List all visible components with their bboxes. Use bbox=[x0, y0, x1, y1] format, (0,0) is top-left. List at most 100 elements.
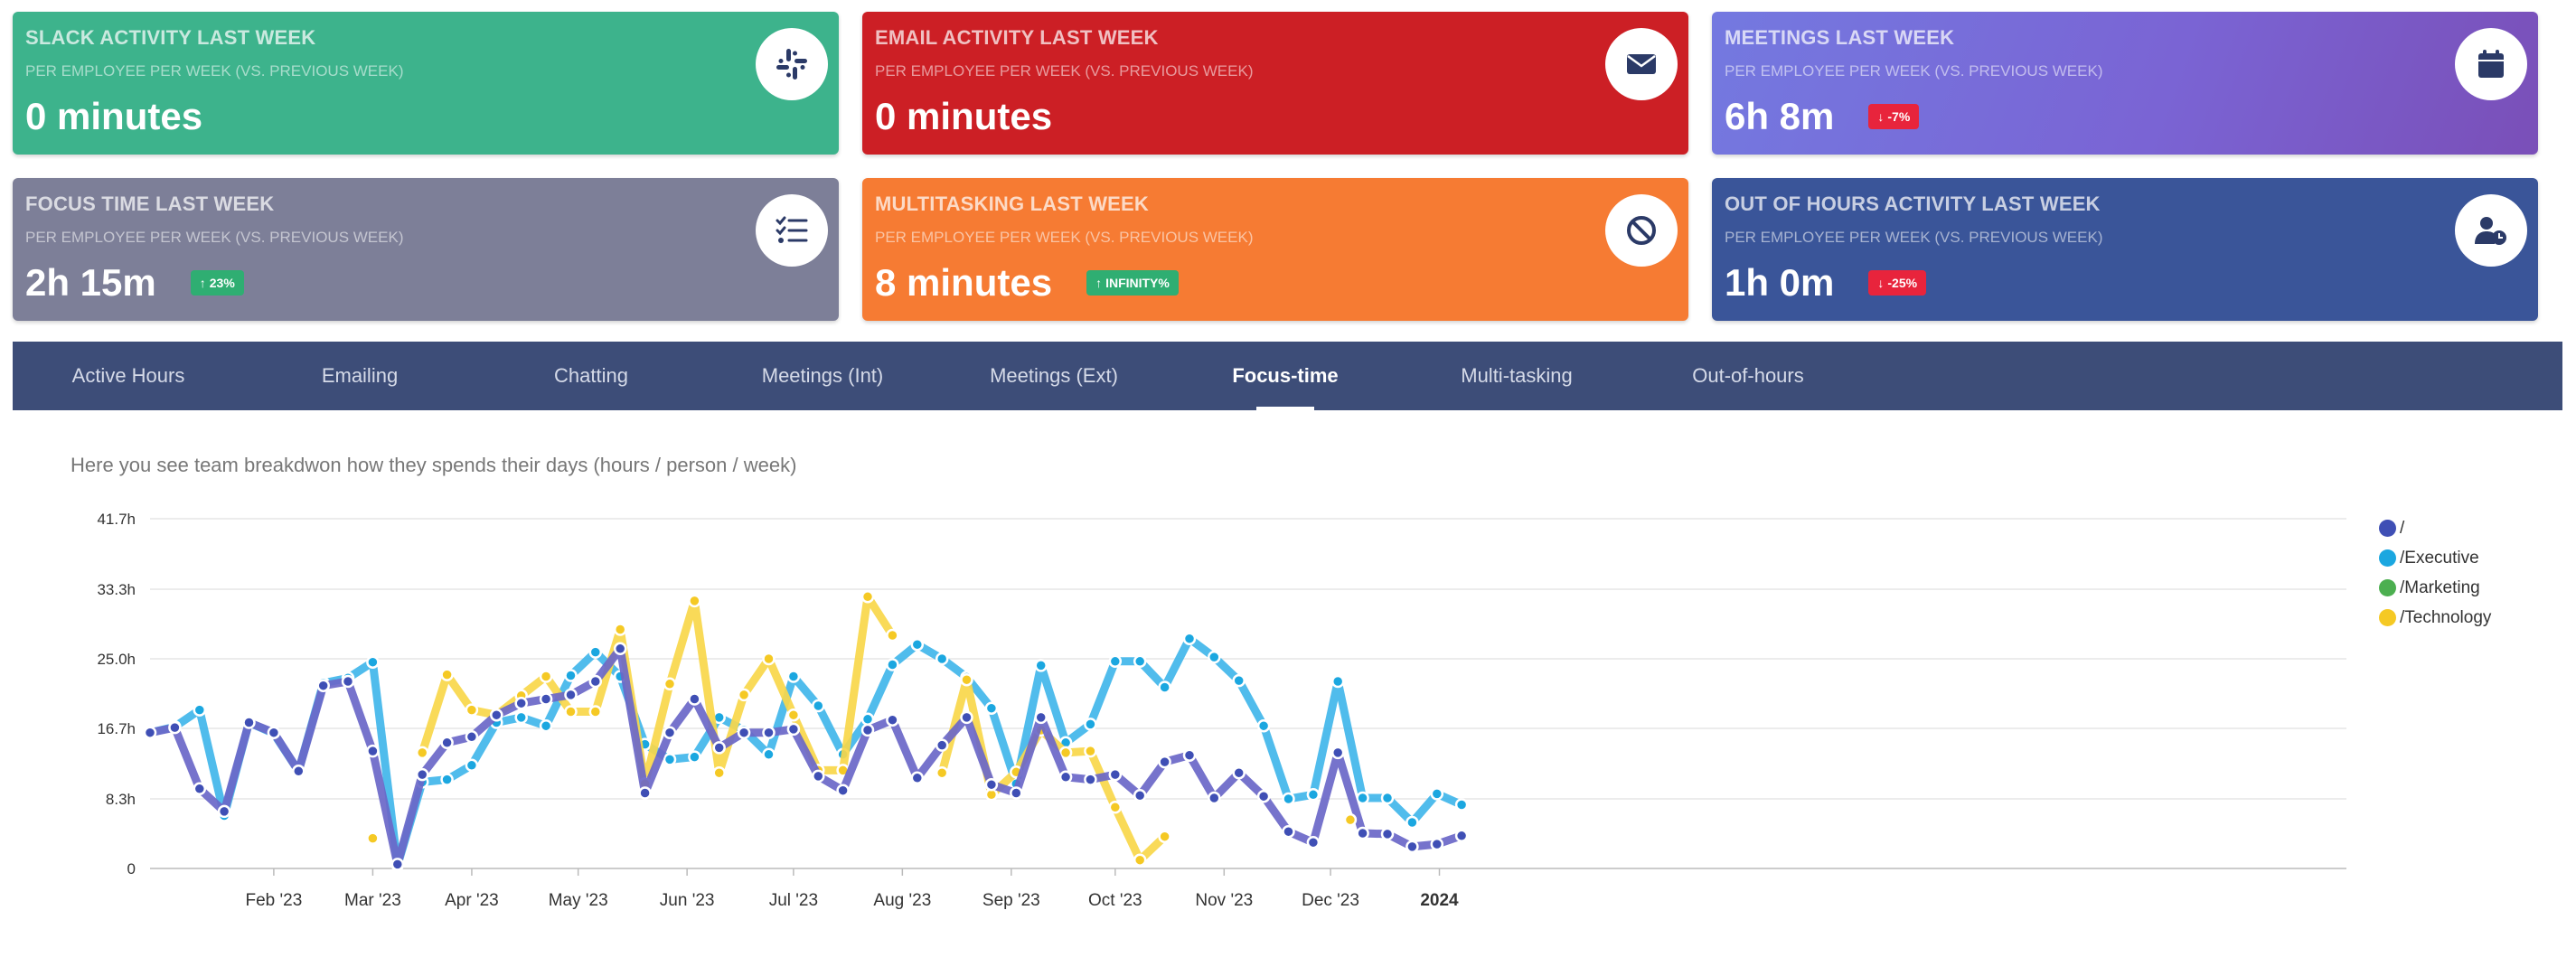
data-point[interactable] bbox=[440, 773, 454, 786]
legend-item-marketing[interactable]: /Marketing bbox=[2379, 573, 2491, 603]
data-point[interactable] bbox=[1158, 830, 1171, 843]
data-point[interactable] bbox=[1380, 791, 1395, 805]
data-point[interactable] bbox=[588, 674, 603, 689]
data-point[interactable] bbox=[712, 765, 726, 780]
data-point[interactable] bbox=[1232, 673, 1246, 688]
data-point[interactable] bbox=[440, 668, 454, 681]
data-point[interactable] bbox=[292, 765, 306, 778]
data-point[interactable] bbox=[390, 858, 405, 871]
data-point[interactable] bbox=[737, 726, 751, 739]
data-point[interactable] bbox=[984, 701, 999, 715]
focus-time-card[interactable]: Focus Time Last Week Per employee per we… bbox=[13, 178, 839, 321]
tab-focus-time[interactable]: Focus-time bbox=[1170, 342, 1401, 410]
tab-multi-tasking[interactable]: Multi-tasking bbox=[1461, 364, 1573, 387]
legend-item-executive[interactable]: /Executive bbox=[2379, 543, 2491, 573]
slack-activity-card[interactable]: Slack Activity Last Week Per employee pe… bbox=[13, 12, 839, 155]
tab-meetings-ext[interactable]: Meetings (Ext) bbox=[990, 364, 1118, 387]
data-point[interactable] bbox=[415, 767, 429, 782]
data-point[interactable] bbox=[1282, 792, 1295, 806]
data-point[interactable] bbox=[217, 804, 231, 819]
data-point[interactable] bbox=[415, 746, 429, 760]
data-point[interactable] bbox=[1330, 674, 1345, 689]
data-point[interactable] bbox=[1084, 773, 1097, 786]
data-point[interactable] bbox=[193, 703, 207, 717]
data-point[interactable] bbox=[1454, 829, 1469, 843]
data-point[interactable] bbox=[366, 744, 380, 758]
data-point[interactable] bbox=[465, 703, 479, 717]
data-point[interactable] bbox=[1306, 788, 1321, 802]
data-point[interactable] bbox=[935, 738, 949, 752]
data-point[interactable] bbox=[1034, 710, 1048, 725]
data-point[interactable] bbox=[1406, 815, 1419, 830]
data-point[interactable] bbox=[539, 718, 553, 733]
data-point[interactable] bbox=[1306, 835, 1321, 849]
data-point[interactable] bbox=[564, 688, 578, 702]
data-point[interactable] bbox=[1133, 654, 1147, 669]
data-point[interactable] bbox=[860, 712, 875, 727]
meetings-card[interactable]: Meetings Last Week Per employee per week… bbox=[1712, 12, 2538, 155]
data-point[interactable] bbox=[910, 771, 925, 785]
data-point[interactable] bbox=[960, 672, 973, 687]
tab-chatting[interactable]: Chatting bbox=[554, 364, 628, 387]
data-point[interactable] bbox=[812, 769, 825, 784]
data-point[interactable] bbox=[786, 722, 801, 737]
multitasking-card[interactable]: Multitasking Last Week Per employee per … bbox=[862, 178, 1688, 321]
data-point[interactable] bbox=[1010, 786, 1023, 800]
data-point[interactable] bbox=[1256, 718, 1271, 733]
data-point[interactable] bbox=[663, 677, 677, 691]
data-point[interactable] bbox=[860, 590, 875, 604]
data-point[interactable] bbox=[860, 723, 875, 737]
email-activity-card[interactable]: Email Activity Last Week Per employee pe… bbox=[862, 12, 1688, 155]
data-point[interactable] bbox=[1343, 812, 1358, 827]
data-point[interactable] bbox=[514, 710, 528, 725]
data-point[interactable] bbox=[762, 652, 776, 666]
data-point[interactable] bbox=[1182, 748, 1197, 762]
data-point[interactable] bbox=[886, 658, 899, 671]
data-point[interactable] bbox=[1356, 826, 1369, 840]
data-point[interactable] bbox=[1256, 789, 1271, 803]
data-point[interactable] bbox=[588, 705, 603, 718]
data-point[interactable] bbox=[613, 642, 627, 656]
data-point[interactable] bbox=[613, 623, 627, 636]
data-point[interactable] bbox=[1158, 680, 1171, 694]
data-point[interactable] bbox=[1108, 654, 1123, 669]
data-point[interactable] bbox=[1232, 765, 1246, 780]
data-point[interactable] bbox=[465, 730, 479, 744]
data-point[interactable] bbox=[786, 670, 801, 683]
legend-item-root[interactable]: / bbox=[2379, 513, 2491, 543]
data-point[interactable] bbox=[564, 669, 578, 682]
data-point[interactable] bbox=[886, 628, 899, 643]
data-point[interactable] bbox=[366, 831, 380, 845]
data-point[interactable] bbox=[663, 726, 677, 739]
data-point[interactable] bbox=[1108, 801, 1123, 814]
data-point[interactable] bbox=[737, 688, 751, 702]
data-point[interactable] bbox=[267, 726, 281, 739]
tab-emailing[interactable]: Emailing bbox=[321, 364, 399, 387]
tab-active-hours[interactable]: Active Hours bbox=[71, 364, 185, 387]
data-point[interactable] bbox=[663, 753, 677, 766]
data-point[interactable] bbox=[935, 765, 949, 780]
data-point[interactable] bbox=[1034, 659, 1048, 672]
data-point[interactable] bbox=[1356, 791, 1369, 805]
data-point[interactable] bbox=[539, 670, 553, 683]
data-point[interactable] bbox=[1208, 650, 1221, 664]
data-point[interactable] bbox=[688, 692, 701, 706]
data-point[interactable] bbox=[762, 726, 776, 739]
data-point[interactable] bbox=[341, 674, 355, 689]
data-point[interactable] bbox=[1133, 853, 1147, 867]
data-point[interactable] bbox=[440, 736, 454, 750]
data-point[interactable] bbox=[1282, 824, 1295, 839]
data-point[interactable] bbox=[688, 750, 701, 764]
data-point[interactable] bbox=[366, 655, 380, 669]
data-point[interactable] bbox=[836, 784, 850, 797]
data-point[interactable] bbox=[812, 699, 825, 713]
tab-out-of-hours[interactable]: Out-of-hours bbox=[1692, 364, 1804, 387]
data-point[interactable] bbox=[786, 708, 801, 722]
tab-meetings-int[interactable]: Meetings (Int) bbox=[761, 364, 884, 387]
data-point[interactable] bbox=[242, 716, 256, 729]
data-point[interactable] bbox=[1084, 718, 1097, 731]
data-point[interactable] bbox=[1084, 744, 1097, 758]
legend-item-technology[interactable]: /Technology bbox=[2379, 603, 2491, 633]
data-point[interactable] bbox=[1330, 746, 1345, 760]
data-point[interactable] bbox=[712, 741, 726, 755]
